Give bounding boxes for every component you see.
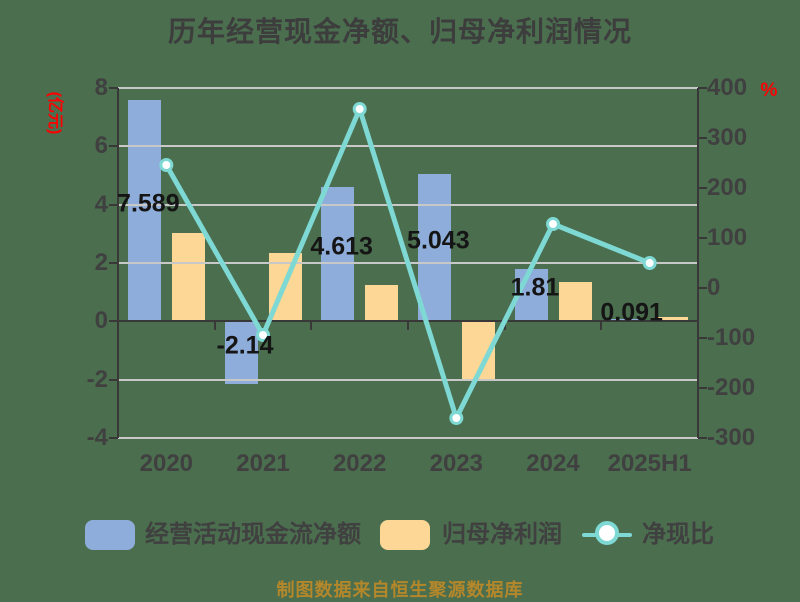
left-tick-label: 4 [94,190,108,218]
left-tick-label: 8 [94,74,108,101]
left-axis-spine [117,88,119,438]
line-marker-2023 [449,411,464,425]
right-tick-label: 100 [707,224,748,251]
bar-cashflow-2020 [127,99,161,322]
x-tick [310,322,313,331]
legend-label-ratio: 净现比 [642,521,714,548]
chart-legend: 经营活动现金流净额 归母净利润 净现比 [0,0,800,550]
left-tick [109,437,118,439]
left-tick [109,145,118,148]
legend-label-profit: 归母净利润 [442,521,562,548]
right-tick [698,437,707,439]
line-marker-2020 [159,158,174,172]
left-tick [109,262,118,264]
x-tick [117,322,119,331]
bar-profit-2020 [171,232,205,322]
left-tick [109,378,118,381]
data-label-2025H1: 0.091 [600,298,663,327]
right-tick [698,337,707,339]
right-tick-label: 300 [707,124,748,151]
x-tick [503,322,506,331]
x-label-2025H1: 2025H1 [607,450,692,477]
right-tick [698,137,707,139]
x-label-2024: 2024 [526,450,580,477]
line-marker-2024 [546,217,560,231]
x-tick [697,322,699,331]
gridline [118,262,698,264]
left-tick-label: 2 [94,249,108,276]
right-tick-label: 0 [707,274,721,301]
bar-profit-2025H1 [655,316,689,322]
chart-title: 历年经营现金净额、归母净利润情况 [167,16,632,47]
left-tick-label: 6 [94,132,108,160]
x-label-2020: 2020 [139,450,194,477]
data-source-note: 制图数据来自恒生聚源数据库 [276,580,524,600]
right-tick-label: -200 [707,374,756,401]
legend-swatch-profit [380,520,430,550]
legend-swatch-cashflow [85,520,135,550]
right-tick [698,387,707,389]
gridline [118,437,698,439]
left-tick [109,203,118,206]
gridline [118,145,698,148]
gridline [118,87,698,89]
right-tick-label: -300 [707,424,756,451]
right-tick-label: 400 [707,74,748,101]
legend-marker-ratio-icon [595,521,619,545]
x-tick [407,322,409,331]
right-tick-label: -100 [707,324,756,351]
bar-profit-2023 [461,321,495,380]
data-label-2021: -2.14 [216,331,274,360]
x-tick [213,322,216,331]
right-tick-label: 200 [707,174,748,201]
right-tick [698,237,707,239]
line-marker-2022 [352,102,367,116]
bar-profit-2022 [365,284,399,322]
x-label-2023: 2023 [429,450,484,477]
left-tick [109,87,118,89]
x-label-2022: 2022 [332,450,387,477]
data-label-2020: 7.589 [117,189,180,218]
left-tick-label: 0 [94,307,108,335]
left-tick-label: -4 [86,424,108,451]
x-label-2021: 2021 [236,450,290,477]
left-tick-label: -2 [86,365,108,393]
right-axis-spine [697,88,699,438]
gridline [118,378,698,381]
legend-label-cashflow: 经营活动现金流净额 [145,521,361,548]
data-label-2023: 5.043 [407,226,470,255]
right-tick [698,187,707,189]
right-axis-unit-label: % [760,80,778,101]
left-tick [109,320,118,323]
right-tick [698,87,707,89]
right-tick [698,287,707,289]
